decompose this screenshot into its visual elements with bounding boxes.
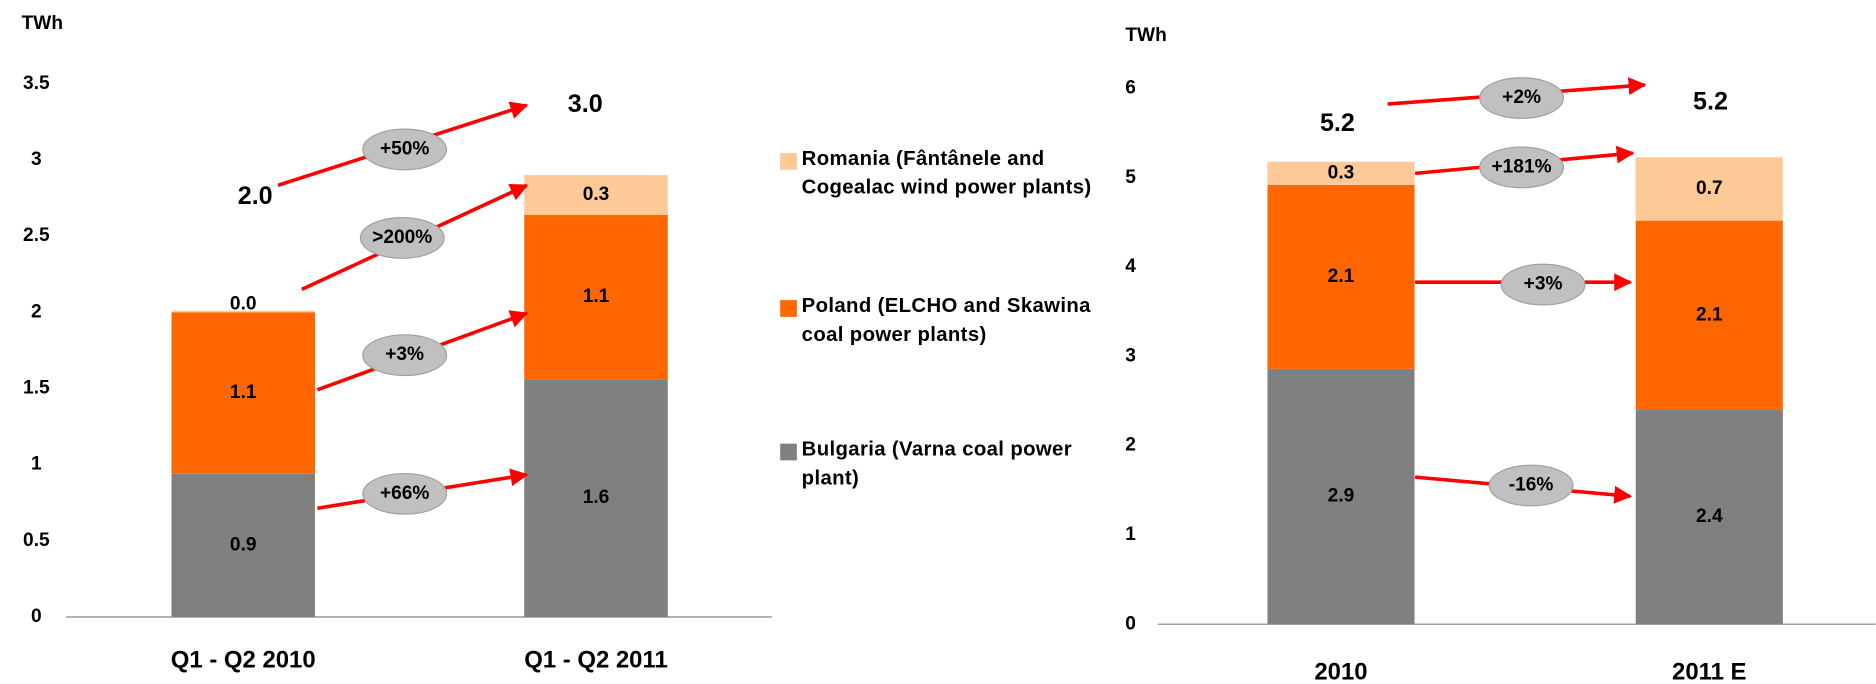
legend-swatch <box>780 300 797 317</box>
y-tick-label: 1.5 <box>23 378 50 399</box>
value-label: 1.1 <box>230 382 257 403</box>
bar-segment <box>524 379 668 618</box>
legend-swatch <box>780 153 797 170</box>
bar-segment <box>1267 184 1415 369</box>
change-bubble <box>1500 263 1586 306</box>
total-label: 2.0 <box>238 182 273 210</box>
y-tick-label: 4 <box>1125 256 1136 277</box>
legend-swatch <box>780 443 797 461</box>
total-label: 5.2 <box>1320 109 1355 137</box>
y-tick-label: 0 <box>1125 613 1136 634</box>
y-tick-label: 3 <box>1125 345 1136 366</box>
value-label: 0.3 <box>583 184 610 205</box>
y-tick-label: 3.5 <box>23 73 50 94</box>
legend-label: Bulgaria (Varna coal power plant) <box>801 437 1072 490</box>
change-bubble <box>362 472 448 515</box>
change-label: -16% <box>1509 475 1554 496</box>
value-label: 1.1 <box>583 286 610 307</box>
bar-segment <box>171 312 315 474</box>
y-tick-label: 3 <box>31 149 42 170</box>
value-label: 0.3 <box>1328 162 1355 183</box>
y-tick-label: 0.5 <box>23 530 50 551</box>
change-bubble <box>359 217 445 259</box>
legend-label: Poland (ELCHO and Skawina coal power pla… <box>801 294 1091 346</box>
value-label: 1.6 <box>583 487 610 508</box>
y-tick-label: 1 <box>1125 524 1136 545</box>
y-tick-label: 5 <box>1125 167 1136 188</box>
bar-segment <box>171 473 315 618</box>
total-label: 3.0 <box>568 90 603 118</box>
change-label: +2% <box>1502 87 1541 108</box>
bar-segment <box>171 310 315 313</box>
change-label: +66% <box>380 483 429 504</box>
bar-segment <box>524 214 668 380</box>
x-tick-label: 2011 E <box>1672 659 1747 684</box>
legend-label: Romania (Fântânele and Cogealac wind pow… <box>801 147 1092 199</box>
y-axis-label: TWh <box>22 13 63 34</box>
y-axis-label: TWh <box>1125 25 1166 46</box>
value-label: 2.9 <box>1328 486 1355 507</box>
change-bubble <box>362 128 448 171</box>
change-bubble <box>1488 464 1574 507</box>
change-label: +3% <box>385 344 424 365</box>
change-bubble <box>362 334 448 377</box>
legend-entry: Poland (ELCHO and Skawina coal power pla… <box>801 294 1091 346</box>
value-label: 2.1 <box>1328 266 1355 287</box>
y-tick-label: 0 <box>31 606 42 627</box>
value-label: 0.7 <box>1696 178 1723 199</box>
legend-entry: Bulgaria (Varna coal power plant) <box>801 437 1072 490</box>
bar-segment <box>1635 409 1783 625</box>
change-label: +50% <box>380 139 429 160</box>
y-tick-label: 2.5 <box>23 225 50 246</box>
x-tick-label: Q1 - Q2 2011 <box>524 647 668 674</box>
change-bubble <box>1479 77 1565 119</box>
total-label: 5.2 <box>1693 87 1728 115</box>
value-label: 0.9 <box>230 534 257 555</box>
x-tick-label: Q1 - Q2 2010 <box>171 647 316 674</box>
change-label: >200% <box>372 227 432 248</box>
value-label: 0.0 <box>230 293 257 314</box>
y-tick-label: 2 <box>31 301 42 322</box>
y-tick-label: 6 <box>1125 78 1136 99</box>
change-bubble <box>1479 146 1565 189</box>
bar-segment <box>1267 161 1415 185</box>
change-label: +181% <box>1492 156 1552 177</box>
bar-segment <box>1267 368 1415 625</box>
y-tick-label: 2 <box>1125 435 1136 456</box>
bar-segment <box>1635 157 1783 221</box>
x-tick-label: 2010 <box>1314 659 1367 684</box>
bar-segment <box>1635 220 1783 410</box>
value-label: 2.4 <box>1696 506 1723 527</box>
legend-entry: Romania (Fântânele and Cogealac wind pow… <box>801 147 1092 199</box>
change-label: +3% <box>1524 274 1563 295</box>
bar-segment <box>524 175 668 215</box>
value-label: 2.1 <box>1696 304 1723 325</box>
y-tick-label: 1 <box>31 454 42 475</box>
